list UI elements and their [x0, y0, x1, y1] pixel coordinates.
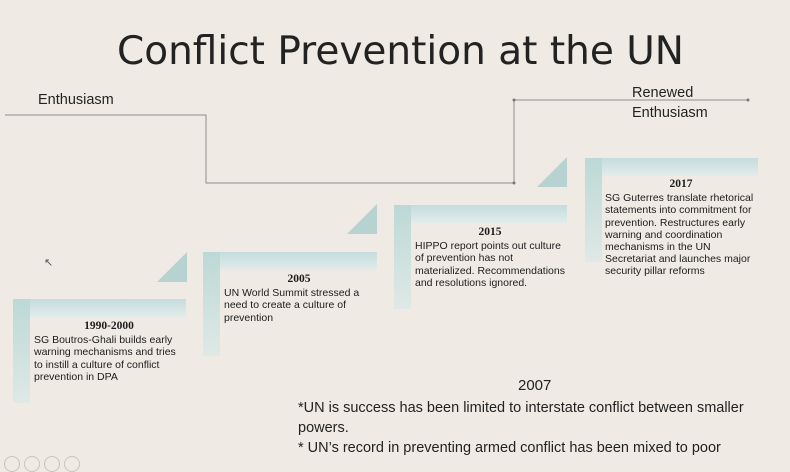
- step-card-1990-2000: 1990-2000 SG Boutros-Ghali builds early …: [34, 320, 184, 383]
- step-year: 1990-2000: [84, 320, 134, 332]
- step-post: [203, 252, 220, 356]
- step-shape-2017: [585, 158, 758, 262]
- step-text: SG Guterres translate rhetorical stateme…: [605, 192, 754, 278]
- step-post: [394, 205, 411, 309]
- presentation-toolbar[interactable]: [0, 456, 104, 472]
- step-year: 2005: [287, 273, 311, 285]
- label-renewed-enthusiasm: Renewed Enthusiasm: [632, 83, 708, 123]
- label-renewed-line2: Enthusiasm: [632, 105, 708, 121]
- prev-slide-icon[interactable]: [4, 456, 20, 472]
- pen-icon[interactable]: [24, 456, 40, 472]
- step-arrow-triangle: [157, 252, 187, 282]
- enthusiasm-line: [5, 99, 748, 184]
- step-post: [585, 158, 602, 262]
- menu-icon[interactable]: [44, 456, 60, 472]
- slide-title: Conflict Prevention at the UN: [117, 29, 684, 74]
- step-post: [13, 299, 30, 403]
- next-slide-icon[interactable]: [64, 456, 80, 472]
- step-arrow-triangle: [537, 157, 567, 187]
- line-point: [746, 98, 750, 102]
- step-bar: [203, 252, 377, 270]
- line-point: [512, 98, 516, 102]
- step-text: HIPPO report points out culture of preve…: [415, 240, 565, 289]
- step-shape-2015: [394, 205, 567, 309]
- notes-year: 2007: [518, 377, 552, 394]
- line-point: [512, 181, 516, 185]
- note-line-2: * UN’s record in preventing armed confli…: [298, 440, 721, 456]
- step-bar: [585, 158, 758, 176]
- step-year: 2017: [669, 178, 693, 190]
- step-bar: [394, 205, 567, 223]
- label-renewed-line1: Renewed: [632, 85, 694, 101]
- step-arrow-triangle: [347, 204, 377, 234]
- step-shape-1990-2000: [13, 299, 186, 403]
- step-shape-2005: [203, 252, 377, 356]
- step-bar: [13, 299, 186, 317]
- mouse-cursor-icon: ↖: [44, 257, 54, 269]
- step-card-2015: 2015 HIPPO report points out culture of …: [415, 226, 565, 289]
- notes-block: *UN is success has been limited to inter…: [298, 398, 778, 458]
- step-text: UN World Summit stressed a need to creat…: [224, 287, 360, 324]
- step-card-2005: 2005 UN World Summit stressed a need to …: [224, 273, 374, 324]
- step-year: 2015: [478, 226, 502, 238]
- step-text: SG Boutros-Ghali builds early warning me…: [34, 334, 176, 383]
- step-card-2017: 2017 SG Guterres translate rhetorical st…: [605, 178, 757, 278]
- label-enthusiasm: Enthusiasm: [38, 92, 114, 108]
- note-line-1: *UN is success has been limited to inter…: [298, 400, 744, 436]
